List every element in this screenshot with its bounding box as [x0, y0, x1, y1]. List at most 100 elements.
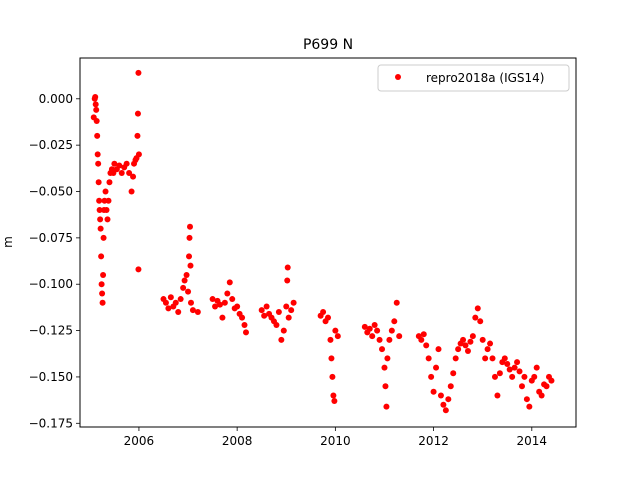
data-point [135, 151, 142, 158]
y-tick-label: −0.025 [29, 138, 73, 152]
data-point [514, 359, 521, 366]
data-point [219, 314, 226, 321]
data-point [433, 364, 440, 371]
data-point [376, 336, 383, 343]
data-point [241, 322, 248, 329]
data-point [477, 318, 484, 325]
data-point [521, 373, 528, 380]
data-point [332, 327, 339, 334]
data-point [212, 303, 219, 310]
data-point [523, 396, 530, 403]
data-point [103, 207, 110, 214]
data-point [420, 331, 427, 338]
data-point [442, 407, 449, 414]
data-point [325, 314, 331, 321]
data-point [464, 347, 471, 354]
y-tick-label: 0.000 [39, 92, 73, 106]
data-point [162, 299, 169, 306]
data-point [123, 160, 130, 167]
data-point [425, 355, 432, 362]
data-point [509, 373, 516, 380]
data-point [278, 336, 285, 343]
data-point [531, 373, 538, 380]
data-point [239, 314, 246, 321]
data-point [435, 346, 442, 353]
axis-ticks: 2006 2008 2010 2012 2014 0.000 −0.025 −0.050 −0.… [29, 92, 547, 448]
data-point [396, 333, 403, 340]
data-point [96, 197, 103, 204]
y-tick-label: −0.125 [29, 324, 73, 338]
data-point [97, 225, 104, 232]
y-tick-label: −0.050 [29, 185, 73, 199]
x-tick-label: 2010 [320, 434, 351, 448]
y-tick-label: −0.100 [29, 277, 73, 291]
y-tick-label: −0.075 [29, 231, 73, 245]
y-axis-label: m [1, 236, 15, 248]
data-point [263, 303, 270, 310]
data-point [548, 377, 555, 384]
data-point [455, 346, 462, 353]
data-point [177, 296, 184, 303]
data-point [130, 173, 137, 180]
data-point [224, 290, 231, 297]
data-point [229, 296, 236, 303]
data-point [384, 355, 391, 362]
data-point [479, 336, 486, 343]
data-point [194, 309, 201, 316]
data-point [97, 216, 104, 223]
data-point [469, 333, 476, 340]
data-point [100, 234, 107, 241]
data-point [172, 299, 179, 306]
data-point [381, 364, 388, 371]
data-point [501, 355, 508, 362]
data-point [487, 340, 494, 347]
data-point [106, 179, 113, 186]
data-point [371, 322, 378, 329]
data-point [445, 396, 452, 403]
data-point [185, 288, 192, 295]
data-point [216, 301, 223, 308]
data-point [275, 309, 282, 316]
data-point [462, 342, 469, 349]
x-tick-label: 2008 [222, 434, 253, 448]
data-point [135, 69, 142, 76]
data-point [234, 303, 241, 310]
legend: repro2018a (IGS14) [377, 64, 570, 92]
plot-area-frame [79, 57, 577, 428]
data-point [484, 346, 491, 353]
data-point [98, 281, 105, 288]
data-point [366, 325, 373, 332]
data-point [543, 383, 550, 390]
data-point [391, 318, 398, 325]
data-point [428, 373, 435, 380]
y-tick-label: −0.175 [29, 416, 73, 430]
data-point [327, 336, 334, 343]
x-tick-label: 2014 [517, 434, 548, 448]
data-point [288, 307, 295, 314]
data-point [102, 188, 109, 195]
data-point [329, 373, 336, 380]
data-point [126, 169, 133, 176]
y-tick-label: −0.150 [29, 370, 73, 384]
data-point [374, 327, 381, 334]
data-point [105, 197, 112, 204]
data-point [95, 160, 102, 167]
data-point [285, 314, 292, 321]
data-point [504, 360, 511, 367]
data-point [386, 336, 393, 343]
data-point [189, 307, 196, 314]
data-point [118, 169, 125, 176]
data-point [209, 296, 216, 303]
data-point [186, 253, 193, 260]
data-point [98, 253, 105, 260]
data-point [92, 93, 99, 100]
data-point [330, 392, 337, 399]
data-point [511, 364, 518, 371]
data-point [533, 364, 540, 371]
data-point [290, 299, 297, 306]
data-point [92, 101, 99, 108]
data-point [111, 160, 118, 167]
data-point [452, 355, 459, 362]
data-point [187, 299, 194, 306]
